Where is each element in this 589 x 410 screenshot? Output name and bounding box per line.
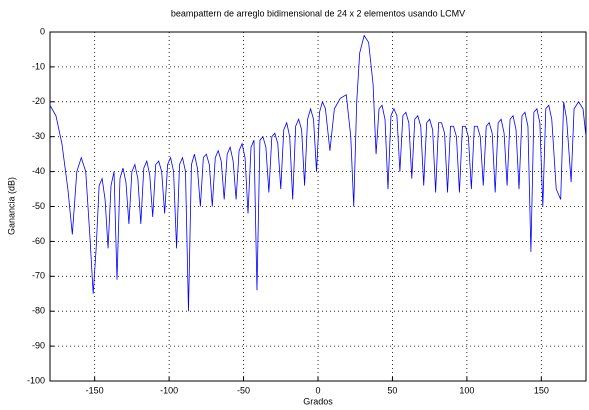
x-tick-label: 100	[459, 385, 474, 395]
data-line	[49, 34, 587, 312]
x-axis-label: Grados	[303, 396, 333, 406]
y-tick-label: -20	[32, 96, 45, 106]
y-tick-label: -60	[32, 236, 45, 246]
x-tick-label: -100	[160, 385, 178, 395]
y-tick-label: -10	[32, 61, 45, 71]
y-tick-label: 0	[40, 26, 45, 36]
y-tick-label: -30	[32, 131, 45, 141]
y-tick-label: -50	[32, 201, 45, 211]
y-tick-label: -80	[32, 306, 45, 316]
x-tick-label: 0	[315, 385, 320, 395]
chart-title: beampattern de arreglo bidimensional de …	[171, 8, 465, 18]
y-tick-label: -90	[32, 340, 45, 350]
x-tick-label: 150	[534, 385, 549, 395]
y-tick-label: -40	[32, 166, 45, 176]
x-tick-label: 50	[387, 385, 397, 395]
y-tick-label: -100	[27, 375, 45, 385]
y-axis-label: Ganancia (dB)	[6, 177, 16, 235]
x-tick-label: -150	[86, 385, 104, 395]
y-tick-label: -70	[32, 271, 45, 281]
x-tick-label: -50	[237, 385, 250, 395]
